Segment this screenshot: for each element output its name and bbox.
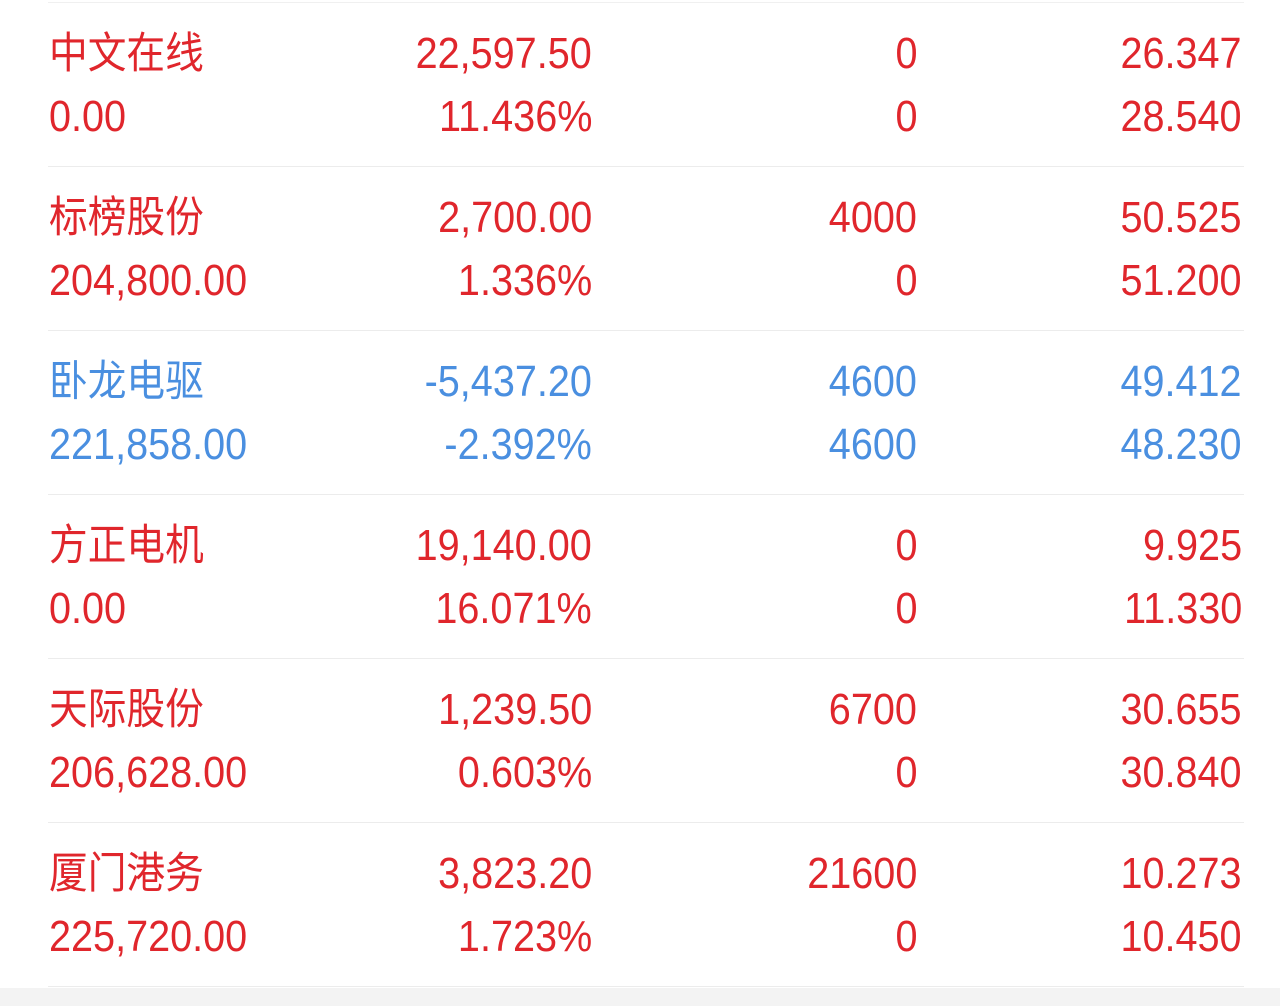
available-qty: 0 bbox=[894, 92, 917, 141]
profit-loss-pct: 1.336% bbox=[457, 256, 592, 305]
holding-row[interactable]: 标榜股份 204,800.00 2,700.00 1.336% 4000 0 50.525 5… bbox=[48, 167, 1244, 331]
current-price: 48.230 bbox=[1120, 420, 1242, 469]
market-value: 221,858.00 bbox=[49, 420, 248, 469]
stock-name: 卧龙电驱 bbox=[49, 358, 204, 406]
profit-loss-pct: -2.392% bbox=[444, 420, 592, 469]
holding-row[interactable]: 方正电机 0.00 19,140.00 16.071% 0 0 9.925 11.330 bbox=[48, 495, 1244, 659]
stock-name: 标榜股份 bbox=[49, 194, 204, 242]
holding-qty: 6700 bbox=[828, 685, 917, 734]
holding-qty: 4000 bbox=[828, 193, 917, 242]
market-value: 204,800.00 bbox=[49, 256, 248, 305]
available-qty: 0 bbox=[894, 912, 917, 961]
holding-row[interactable]: 卧龙电驱 221,858.00 -5,437.20 -2.392% 4600 4600 49… bbox=[48, 331, 1244, 495]
profit-loss: 22,597.50 bbox=[415, 29, 592, 78]
profit-loss: 3,823.20 bbox=[437, 849, 592, 898]
profit-loss: -5,437.20 bbox=[424, 357, 592, 406]
cost-price: 10.273 bbox=[1120, 849, 1242, 898]
profit-loss: 2,700.00 bbox=[437, 193, 592, 242]
holding-qty: 0 bbox=[894, 521, 917, 570]
current-price: 11.330 bbox=[1123, 584, 1242, 633]
available-qty: 0 bbox=[894, 748, 917, 797]
market-value: 225,720.00 bbox=[49, 912, 248, 961]
current-price: 30.840 bbox=[1120, 748, 1242, 797]
footer-bar bbox=[0, 988, 1280, 1006]
profit-loss: 1,239.50 bbox=[437, 685, 592, 734]
stock-name: 中文在线 bbox=[49, 30, 204, 78]
holding-row[interactable]: 厦门港务 225,720.00 3,823.20 1.723% 21600 0 10.273… bbox=[48, 823, 1244, 987]
profit-loss-pct: 0.603% bbox=[457, 748, 592, 797]
market-value: 0.00 bbox=[49, 92, 127, 141]
stock-name: 天际股份 bbox=[49, 686, 204, 734]
profit-loss-pct: 16.071% bbox=[435, 584, 592, 633]
current-price: 28.540 bbox=[1120, 92, 1242, 141]
holding-qty: 4600 bbox=[828, 357, 917, 406]
available-qty: 4600 bbox=[828, 420, 917, 469]
cost-price: 26.347 bbox=[1120, 29, 1242, 78]
available-qty: 0 bbox=[894, 584, 917, 633]
holdings-list: 中文在线 0.00 22,597.50 11.436% 0 0 26.347 28.540 标榜… bbox=[0, 2, 1280, 987]
profit-loss-pct: 11.436% bbox=[438, 92, 592, 141]
cost-price: 30.655 bbox=[1120, 685, 1242, 734]
market-value: 0.00 bbox=[49, 584, 127, 633]
stock-name: 厦门港务 bbox=[49, 850, 204, 898]
cost-price: 49.412 bbox=[1120, 357, 1242, 406]
profit-loss-pct: 1.723% bbox=[457, 912, 592, 961]
stock-name: 方正电机 bbox=[49, 522, 204, 570]
available-qty: 0 bbox=[894, 256, 917, 305]
market-value: 206,628.00 bbox=[49, 748, 248, 797]
holding-row[interactable]: 天际股份 206,628.00 1,239.50 0.603% 6700 0 30.655 3… bbox=[48, 659, 1244, 823]
current-price: 51.200 bbox=[1120, 256, 1242, 305]
holding-row[interactable]: 中文在线 0.00 22,597.50 11.436% 0 0 26.347 28.540 bbox=[48, 2, 1244, 167]
cost-price: 50.525 bbox=[1120, 193, 1242, 242]
holding-qty: 21600 bbox=[806, 849, 917, 898]
holding-qty: 0 bbox=[894, 29, 917, 78]
current-price: 10.450 bbox=[1120, 912, 1242, 961]
cost-price: 9.925 bbox=[1142, 521, 1242, 570]
profit-loss: 19,140.00 bbox=[415, 521, 592, 570]
